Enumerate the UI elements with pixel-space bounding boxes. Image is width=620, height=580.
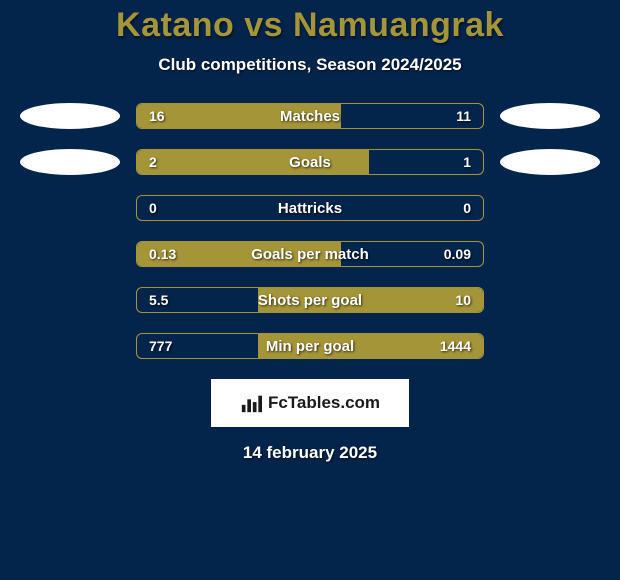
value-right: 1 <box>451 150 483 174</box>
page-title: Katano vs Namuangrak <box>0 6 620 45</box>
stats-list: 1611Matches21Goals00Hattricks0.130.09Goa… <box>0 103 620 359</box>
stat-bar: 1611Matches <box>136 103 484 129</box>
stat-bar: 5.510Shots per goal <box>136 287 484 313</box>
stat-row: 21Goals <box>0 149 620 175</box>
value-right: 11 <box>444 104 483 128</box>
team-logo-right <box>500 103 600 129</box>
stat-row: 0.130.09Goals per match <box>0 241 620 267</box>
stat-row: 7771444Min per goal <box>0 333 620 359</box>
stat-bar: 0.130.09Goals per match <box>136 241 484 267</box>
subtitle: Club competitions, Season 2024/2025 <box>0 55 620 75</box>
bars-icon <box>240 392 262 414</box>
value-right: 0 <box>451 196 483 220</box>
team-logo-right <box>500 195 600 221</box>
team-logo-left <box>20 195 120 221</box>
value-right: 1444 <box>428 334 483 358</box>
value-left: 0.13 <box>137 242 188 266</box>
value-left: 0 <box>137 196 169 220</box>
stat-label: Hattricks <box>137 196 483 220</box>
value-left: 5.5 <box>137 288 180 312</box>
value-left: 2 <box>137 150 169 174</box>
team-logo-left <box>20 103 120 129</box>
stat-bar: 0 0Hattricks <box>136 195 484 221</box>
stat-row: 1611Matches <box>0 103 620 129</box>
fill-left <box>137 150 369 174</box>
value-left: 16 <box>137 104 177 128</box>
date-label: 14 february 2025 <box>0 443 620 463</box>
team-logo-left <box>20 241 120 267</box>
value-right: 10 <box>443 288 483 312</box>
value-left: 777 <box>137 334 184 358</box>
team-logo-right <box>500 149 600 175</box>
team-logo-left <box>20 333 120 359</box>
team-logo-right <box>500 241 600 267</box>
team-logo-right <box>500 333 600 359</box>
value-right: 0.09 <box>432 242 483 266</box>
branding-badge: FcTables.com <box>211 379 409 427</box>
team-logo-right <box>500 287 600 313</box>
team-logo-left <box>20 287 120 313</box>
stat-row: 0 0Hattricks <box>0 195 620 221</box>
stat-row: 5.510Shots per goal <box>0 287 620 313</box>
team-logo-left <box>20 149 120 175</box>
comparison-card: Katano vs Namuangrak Club competitions, … <box>0 0 620 463</box>
stat-bar: 7771444Min per goal <box>136 333 484 359</box>
stat-bar: 21Goals <box>136 149 484 175</box>
branding-text: FcTables.com <box>268 393 380 413</box>
